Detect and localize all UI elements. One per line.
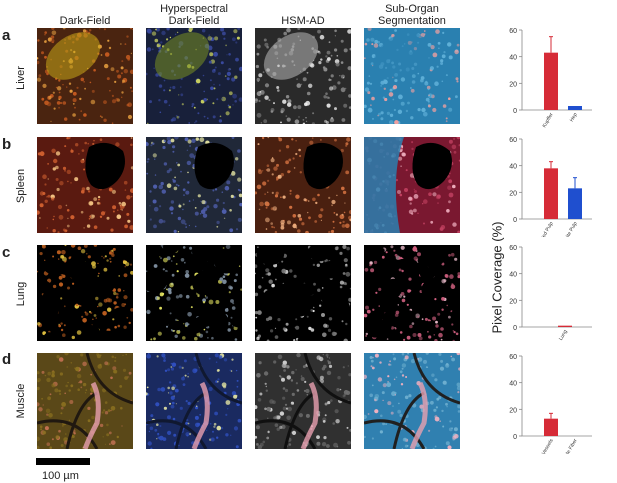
row-label-spleen: Spleen	[15, 168, 27, 204]
y-tick-label: 40	[509, 381, 517, 388]
column-header-segmentation: Sub-Organ Segmentation	[378, 3, 446, 27]
y-tick-label: 60	[509, 354, 517, 361]
bar-chart-lung: 0 20 40 60 Lung	[509, 245, 592, 342]
bar-hep	[568, 106, 582, 110]
category-label: Muscle Fiber	[559, 438, 579, 454]
micrograph-liver-2	[146, 28, 242, 124]
chart-axes	[521, 247, 592, 328]
y-tick-label: 20	[509, 407, 517, 414]
micrograph-lung-4	[364, 245, 460, 341]
row-label-lung: Lung	[15, 281, 27, 307]
y-tick-label: 0	[513, 434, 517, 441]
bar-lung	[558, 325, 572, 327]
y-tick-label: 40	[509, 272, 517, 279]
category-label: Red Pulp	[539, 221, 555, 237]
micrograph-muscle-1	[37, 353, 133, 449]
bar-kupffer	[544, 52, 558, 110]
bar-chart-muscle: 0 20 40 60 Vessels Muscle Fiber	[509, 354, 592, 454]
micrograph-lung-2	[146, 245, 242, 341]
category-label: Lung	[558, 329, 569, 342]
category-label: Kupffer	[542, 112, 555, 128]
y-tick-label: 0	[513, 325, 517, 332]
category-label: Vessels	[541, 438, 555, 454]
micrograph-muscle-2	[146, 353, 242, 449]
row-letter-d: d	[2, 351, 12, 368]
micrograph-lung-1	[37, 245, 133, 341]
micrograph-spleen-2	[146, 137, 242, 233]
y-tick-label: 40	[509, 55, 517, 62]
micrograph-muscle-3	[255, 353, 351, 449]
micrograph-muscle-4	[364, 353, 460, 449]
row-label-liver: Liver	[15, 66, 27, 90]
category-label: White Pulp	[561, 221, 578, 237]
micrograph-lung-3	[255, 245, 351, 341]
y-tick-label: 0	[513, 108, 517, 115]
column-header-hsm-ad: HSM-AD	[281, 15, 325, 27]
y-tick-label: 0	[513, 217, 517, 224]
micrograph-liver-1	[37, 28, 133, 124]
row-letter-c: c	[2, 244, 11, 261]
category-label: Hep	[569, 112, 579, 123]
row-letter-b: b	[2, 136, 12, 153]
scale-bar-label: 100 µm	[42, 470, 79, 482]
y-tick-label: 20	[509, 190, 517, 197]
micrograph-spleen-4	[364, 137, 460, 233]
bar-chart-liver: 0 20 40 60 Kupffer Hep	[509, 28, 592, 128]
row-label-muscle: Muscle	[15, 383, 27, 419]
y-tick-label: 20	[509, 81, 517, 88]
y-tick-label: 60	[509, 245, 517, 252]
y-tick-label: 60	[509, 137, 517, 144]
column-header-hyperspectral: Hyperspectral Dark-Field	[160, 3, 228, 27]
micrograph-spleen-3	[255, 137, 351, 233]
micrograph-liver-4	[364, 28, 460, 124]
micrograph-liver-3	[255, 28, 351, 124]
y-tick-label: 20	[509, 298, 517, 305]
scale-bar	[36, 458, 90, 465]
bar-vessels	[544, 418, 558, 436]
y-tick-label: 60	[509, 28, 517, 35]
y-tick-label: 40	[509, 164, 517, 171]
bar-white-pulp	[568, 188, 582, 219]
column-header-dark-field: Dark-Field	[59, 15, 111, 27]
row-letter-a: a	[2, 27, 11, 44]
bar-chart-spleen: 0 20 40 60 Red Pulp White Pulp	[509, 137, 592, 237]
micrograph-spleen-1	[37, 137, 133, 233]
bar-red-pulp	[544, 168, 558, 219]
